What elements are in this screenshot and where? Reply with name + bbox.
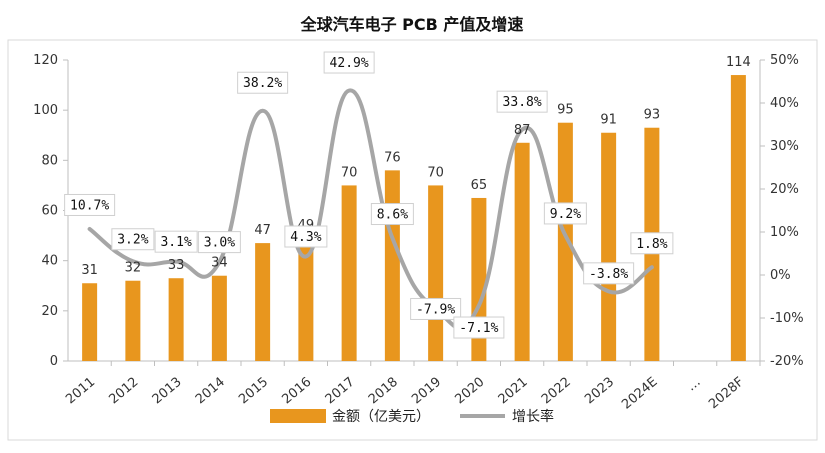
rate-label: 38.2% [243,76,282,91]
rate-label-box [237,71,289,94]
bar-2012 [125,280,141,361]
rate-label-box [197,231,241,254]
legend-bar-label: 金额（亿美元） [332,409,430,425]
rate-label-box [543,202,587,225]
x-tick-label: … [684,375,704,395]
bar-value-label: 91 [600,113,617,128]
rate-label: 8.6% [377,208,408,223]
x-tick-label: 2021 [496,375,531,408]
x-tick-label: 2022 [539,375,574,408]
bar-value-label: 70 [341,165,358,180]
rate-label: 9.2% [550,207,581,222]
x-tick-label: 2016 [279,375,314,408]
bar-2016 [298,238,314,361]
y-left-tick-label: 120 [33,53,58,68]
x-tick-label: 2018 [366,375,401,408]
bar-2023 [601,132,617,361]
bar-value-label: 76 [384,150,401,165]
rate-label: 33.8% [503,95,542,110]
bar-2015 [255,243,271,361]
bar-value-label: 47 [254,223,271,238]
bar-2021 [514,142,530,361]
bar-2018 [384,170,400,361]
rate-label-box [323,51,375,74]
x-tick-label: 2019 [409,375,444,408]
rate-label-box [111,228,155,251]
rate-label: -7.9% [416,302,455,317]
y-right-tick-label: 10% [770,225,799,240]
rate-label-box [453,316,505,339]
rate-label-box [284,225,328,248]
growth-rate-line [87,88,654,331]
bar-value-label: 31 [81,263,98,278]
rate-label-box [410,297,462,320]
y-right-tick-label: -10% [770,311,804,326]
x-tick-label: 2024E [619,375,660,413]
rate-label-box [370,203,414,226]
bar-value-label: 33 [168,258,185,273]
x-tick-label: 2017 [323,375,358,408]
rate-label: 3.0% [204,236,235,251]
bar-2019 [428,185,444,361]
bar-value-label: 95 [557,103,574,118]
y-left-tick-label: 100 [33,103,58,118]
y-right-tick-label: 40% [770,96,799,111]
y-right-tick-label: 0% [770,268,791,283]
rate-label: 10.7% [70,198,109,213]
rate-label: -7.1% [459,321,498,336]
rate-label: 3.2% [117,233,148,248]
y-right-tick-label: -20% [770,354,804,369]
x-tick-label: 2013 [150,375,185,408]
x-tick-label: 2011 [63,375,98,408]
y-left-tick-label: 0 [50,354,58,369]
bar-2011 [82,283,98,361]
bar-value-label: 32 [125,261,142,276]
chart-frame [7,39,818,441]
legend-bar-swatch [270,409,326,423]
rate-label: 3.1% [160,235,191,250]
bar-2028F [730,75,746,362]
bar-value-label: 70 [427,165,444,180]
y-left-tick-label: 60 [41,204,58,219]
rate-label-box [496,90,548,113]
x-tick-label: 2023 [582,375,617,408]
y-right-tick-label: 20% [770,182,799,197]
x-tick-label: 2012 [106,375,141,408]
bar-2013 [168,278,184,361]
x-tick-label: 2015 [236,375,271,408]
rate-label-box [154,230,198,253]
bar-2014 [211,275,227,361]
rate-label-box [64,193,116,216]
y-right-tick-label: 30% [770,139,799,154]
bar-2017 [341,185,357,361]
bar-value-label: 114 [726,55,751,70]
bar-2022 [557,122,573,361]
legend-line-label: 增长率 [512,408,554,425]
x-tick-label: 2028F [706,375,747,413]
bar-value-label: 93 [644,108,661,123]
y-left-tick-label: 40 [41,254,58,269]
rate-label: 1.8% [636,237,667,252]
rate-label-box [583,262,635,285]
rate-label: 4.3% [290,230,321,245]
x-tick-label: 2020 [452,375,487,408]
rate-label-box [630,232,674,255]
y-left-tick-label: 80 [41,153,58,168]
bar-value-label: 34 [211,256,228,271]
rate-label: -3.8% [589,267,628,282]
chart-title: 全球汽车电子 PCB 产值及增速 [300,15,524,34]
y-left-tick-label: 20 [41,304,58,319]
bar-value-label: 87 [514,123,531,138]
rate-label: 42.9% [330,56,369,71]
bar-value-label: 65 [471,178,488,193]
y-right-tick-label: 50% [770,53,799,68]
x-tick-label: 2014 [193,375,228,408]
